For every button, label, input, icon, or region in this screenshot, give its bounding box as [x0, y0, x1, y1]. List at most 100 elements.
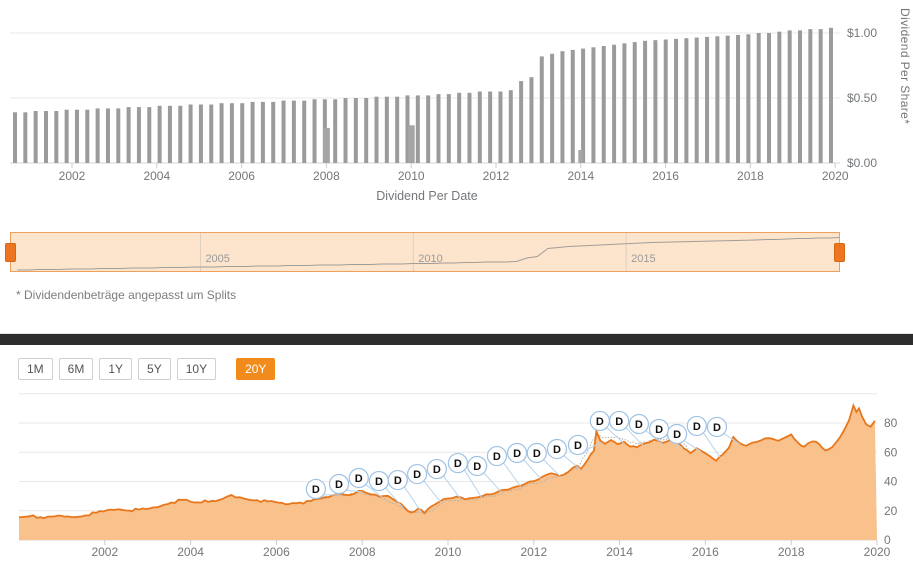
dividend-bar[interactable] [95, 108, 100, 163]
dividend-marker[interactable]: D [609, 410, 630, 432]
dividend-marker[interactable]: D [387, 469, 408, 491]
dividend-marker[interactable]: D [407, 463, 428, 485]
dividend-bar[interactable] [188, 104, 193, 164]
dividend-bar[interactable] [818, 29, 823, 163]
dividend-marker[interactable]: D [628, 413, 650, 435]
dividend-bar[interactable] [519, 81, 524, 163]
dividend-marker[interactable]: D [506, 442, 528, 464]
dividend-bar[interactable] [560, 51, 565, 164]
dividend-marker[interactable]: D [348, 467, 369, 489]
dividend-bar[interactable] [43, 111, 48, 163]
dividend-marker-circle[interactable] [467, 455, 488, 477]
dividend-bar[interactable] [23, 112, 28, 163]
dividend-bar[interactable] [178, 105, 183, 163]
dividend-marker-circle[interactable] [567, 434, 589, 456]
dividend-marker-circle[interactable] [609, 410, 630, 432]
dividend-marker-circle[interactable] [328, 473, 350, 495]
dividend-bar[interactable] [684, 38, 689, 164]
dividend-bar[interactable] [787, 30, 792, 164]
dividend-marker[interactable]: D [368, 470, 390, 492]
dividend-bar[interactable] [147, 107, 152, 163]
dividend-bar[interactable] [353, 98, 358, 163]
dividend-bar[interactable] [343, 98, 348, 163]
dividend-bar[interactable] [395, 96, 400, 163]
dividend-bar[interactable] [508, 90, 513, 163]
dividend-bar[interactable] [756, 33, 761, 163]
dividend-bar[interactable] [281, 100, 286, 163]
dividend-marker-circle[interactable] [305, 478, 326, 500]
dividend-bar[interactable] [612, 44, 617, 164]
dividend-marker[interactable]: D [706, 416, 728, 438]
dividend-bar[interactable] [33, 111, 38, 163]
dividend-bar[interactable] [384, 96, 389, 163]
dividend-bar[interactable] [116, 108, 121, 163]
dividend-marker[interactable]: D [666, 423, 688, 445]
dividend-bar[interactable] [126, 107, 131, 163]
dividend-bar[interactable] [715, 36, 720, 163]
dividend-bar[interactable] [219, 103, 224, 163]
dividend-marker-circle[interactable] [506, 442, 528, 464]
dividend-marker-circle[interactable] [666, 423, 688, 445]
dividend-bar[interactable] [209, 104, 214, 164]
dividend-bar[interactable] [229, 103, 234, 163]
dividend-marker[interactable]: D [486, 445, 508, 467]
dividend-bar[interactable] [446, 94, 451, 163]
dividend-bar[interactable] [653, 40, 658, 163]
dividend-bar[interactable] [539, 56, 544, 163]
dividend-marker[interactable]: D [328, 473, 350, 495]
dividend-bar[interactable] [694, 37, 699, 163]
dividend-bar[interactable] [364, 98, 369, 163]
dividend-bar[interactable] [570, 49, 575, 163]
dividend-marker[interactable]: D [546, 438, 568, 460]
dividend-bar[interactable] [240, 103, 245, 163]
dividend-bar[interactable] [64, 109, 69, 163]
dividend-bar[interactable] [746, 34, 751, 163]
dividend-bar[interactable] [157, 105, 162, 163]
dividend-bar[interactable] [498, 91, 503, 164]
dividend-marker[interactable]: D [305, 478, 326, 500]
dividend-bar[interactable] [105, 108, 110, 163]
dividend-bar[interactable] [260, 101, 265, 163]
dividend-marker[interactable]: D [467, 455, 488, 477]
dividend-marker-circle[interactable] [486, 445, 508, 467]
dividend-marker-circle[interactable] [706, 416, 728, 438]
dividend-bar[interactable] [436, 94, 441, 163]
range-button-1y[interactable]: 1Y [99, 358, 133, 380]
dividend-marker[interactable]: D [426, 458, 447, 480]
range-button-5y[interactable]: 5Y [138, 358, 171, 380]
dividend-marker[interactable]: D [526, 442, 547, 464]
dividend-marker-circle[interactable] [686, 415, 707, 437]
dividend-marker-circle[interactable] [426, 458, 447, 480]
range-navigator[interactable]: 2005 2010 2015 [5, 232, 845, 272]
dividend-bar[interactable] [302, 100, 307, 163]
dividend-bar[interactable] [291, 100, 296, 163]
dividend-bar[interactable] [136, 107, 141, 163]
dividend-bar[interactable] [13, 112, 17, 163]
dividend-marker[interactable]: D [648, 418, 670, 440]
dividend-bar[interactable] [767, 33, 772, 163]
dividend-bar[interactable] [415, 95, 420, 163]
dividend-marker-circle[interactable] [546, 438, 568, 460]
dividend-bar[interactable] [632, 42, 637, 163]
dividend-bar[interactable] [828, 27, 833, 163]
dividend-bar[interactable] [74, 109, 79, 163]
dividend-bar[interactable] [333, 99, 338, 163]
dividend-bar[interactable] [736, 34, 741, 164]
special-dividend-bar[interactable] [322, 127, 330, 163]
dividend-bar[interactable] [457, 92, 462, 163]
dividend-bar[interactable] [808, 29, 813, 163]
dividend-bar[interactable] [529, 77, 534, 163]
dividend-bar[interactable] [622, 43, 627, 163]
dividend-bar[interactable] [643, 40, 648, 163]
dividend-bar[interactable] [167, 105, 172, 163]
dividend-bar[interactable] [488, 91, 493, 164]
dividend-bar[interactable] [591, 47, 596, 163]
navigator-handle-right[interactable] [834, 243, 845, 262]
range-button-20y[interactable]: 20Y [236, 358, 276, 380]
range-button-1m[interactable]: 1M [18, 358, 53, 380]
dividend-marker-circle[interactable] [526, 442, 547, 464]
dividend-bar[interactable] [601, 46, 606, 163]
dividend-marker[interactable]: D [567, 434, 589, 456]
dividend-bar[interactable] [777, 31, 782, 164]
